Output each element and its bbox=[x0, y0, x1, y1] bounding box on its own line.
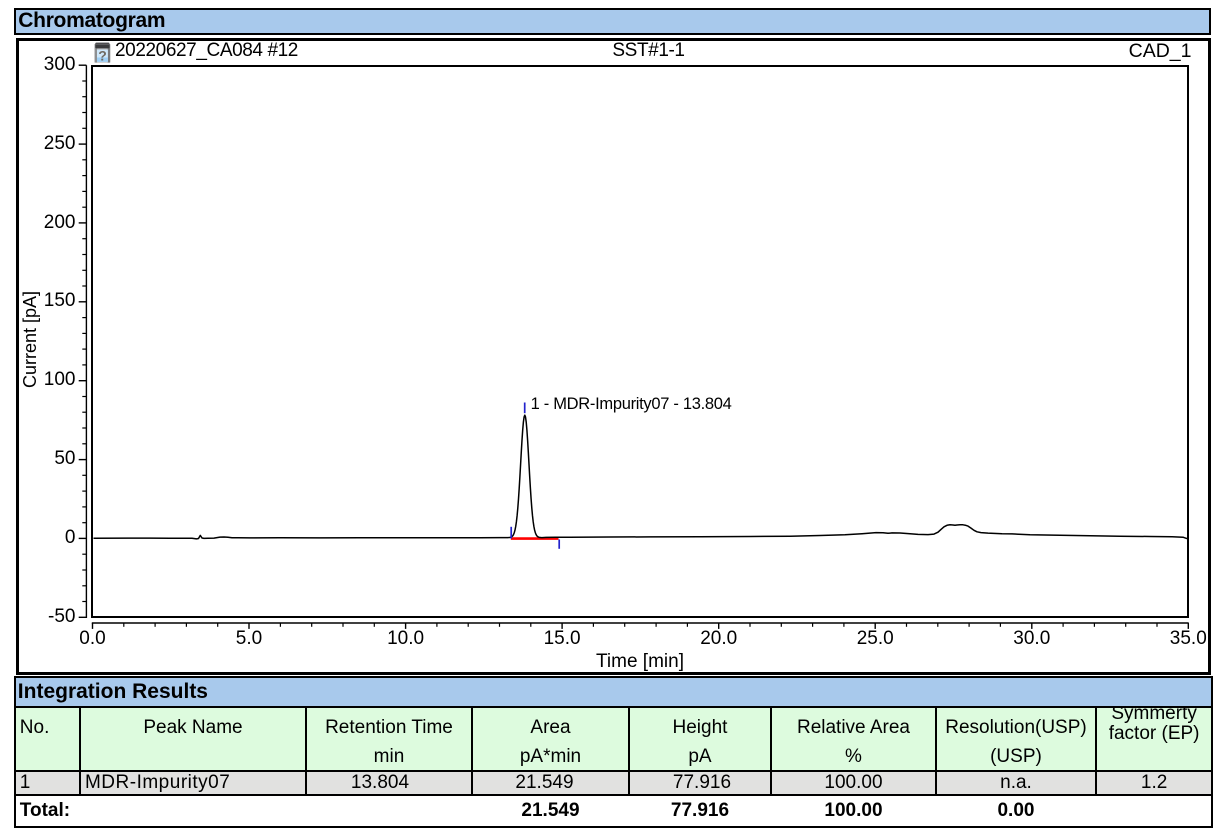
svg-text:?: ? bbox=[98, 48, 107, 64]
